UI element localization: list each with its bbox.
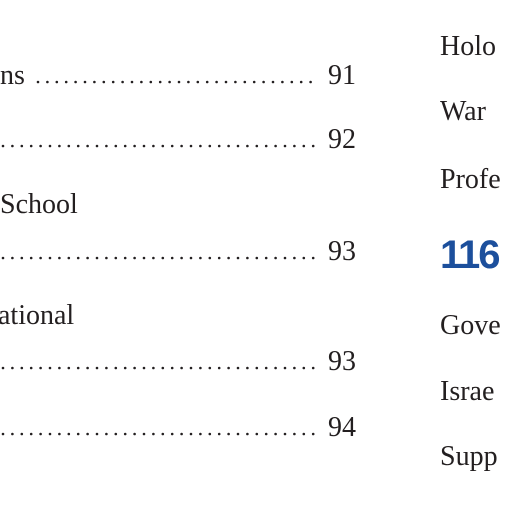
entry-title: Holo: [440, 31, 496, 62]
entry-title: Israe: [440, 376, 494, 407]
entry-title: Supp: [440, 441, 498, 472]
section-number: 116: [440, 233, 499, 277]
entry-title: ational: [0, 300, 74, 331]
page-number: 93: [328, 236, 356, 267]
left-column: ns 91 92 School 93 ational 93 94: [0, 60, 356, 443]
entry-title: Gove: [440, 310, 501, 341]
entry-title: Profe: [440, 164, 501, 195]
page-number: 93: [328, 346, 356, 377]
entry-title: School: [0, 189, 78, 220]
page-number: 91: [328, 60, 356, 91]
right-column: Holo War Profe 116 Gove Israe Supp: [440, 31, 501, 472]
entry-title: ns: [0, 60, 25, 91]
entry-title: War: [440, 96, 487, 127]
page-number: 94: [328, 412, 356, 443]
page-number: 92: [328, 124, 356, 155]
